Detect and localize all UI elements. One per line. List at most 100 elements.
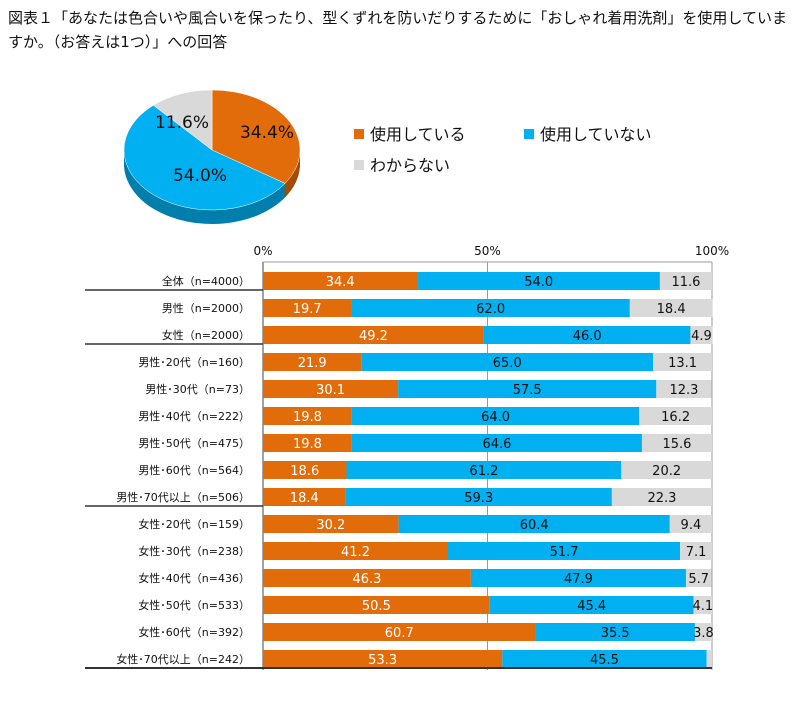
bar-segment	[706, 650, 712, 668]
bar-segment	[694, 623, 712, 641]
bar-segment	[263, 461, 347, 479]
bar-value-label: 20.2	[652, 464, 681, 479]
category-label: 女性･40代（n=436）	[138, 571, 250, 585]
bar-segment	[656, 380, 712, 398]
category-label: 女性（n=2000）	[162, 328, 250, 342]
bar-segment	[263, 380, 399, 398]
bar-segment	[680, 542, 712, 560]
figure-title: 図表１「あなたは色合いや風合いを保ったり、型くずれを防いだりするために「おしゃれ…	[8, 9, 787, 51]
bar-value-label: 65.0	[493, 356, 522, 371]
category-label: 男性･20代（n=160）	[138, 355, 250, 369]
bar-value-label: 45.5	[590, 653, 619, 668]
bar-value-label: 11.6	[671, 275, 700, 290]
bar-value-label: 64.0	[481, 410, 510, 425]
category-label: 男性･50代（n=475）	[138, 436, 250, 450]
bar-segment	[535, 623, 695, 641]
bar-segment	[361, 353, 654, 371]
bar-value-label: 5.7	[688, 572, 709, 587]
bar-value-label: 51.7	[550, 545, 579, 560]
category-label: 女性･20代（n=159）	[138, 517, 250, 531]
bar-segment	[611, 488, 712, 506]
pie-label: 34.4%	[240, 123, 294, 143]
pie-label: 11.6%	[155, 113, 209, 133]
bar-value-label: 34.4	[326, 275, 355, 290]
bar-value-label: 21.9	[298, 356, 327, 371]
bar-value-label: 19.7	[293, 302, 322, 317]
bar-segment	[263, 299, 352, 317]
x-tick-label: 0%	[253, 244, 272, 258]
bar-segment	[685, 569, 712, 587]
pie-slice	[152, 89, 213, 151]
bar-segment	[641, 434, 712, 452]
bar-value-label: 50.5	[362, 599, 391, 614]
bar-value-label: 57.5	[513, 383, 542, 398]
bar-value-label: 9.4	[681, 518, 702, 533]
bar-segment	[690, 326, 713, 344]
bar-segment	[669, 515, 712, 533]
bar-segment	[263, 569, 471, 587]
bar-value-label: 60.4	[520, 518, 549, 533]
legend-label: わからない	[370, 156, 450, 175]
category-label: 男性･60代（n=564）	[138, 463, 250, 477]
bar-value-label: 30.2	[316, 518, 345, 533]
category-label: 男性（n=2000）	[162, 301, 250, 315]
bar-value-label: 12.3	[669, 383, 698, 398]
bar-value-label: 19.8	[293, 410, 322, 425]
bar-segment	[693, 596, 712, 614]
pie-label: 54.0%	[173, 166, 227, 186]
bar-value-label: 35.5	[601, 626, 630, 641]
bar-segment	[263, 623, 536, 641]
x-tick-label: 100%	[695, 244, 729, 258]
category-label: 男性･70代以上（n=506）	[116, 490, 250, 504]
bar-segment	[346, 461, 622, 479]
bar-segment	[470, 569, 686, 587]
bar-segment	[502, 650, 707, 668]
bar-value-label: 41.2	[341, 545, 370, 560]
bar-segment	[263, 353, 362, 371]
bar-value-label: 7.1	[686, 545, 707, 560]
legend-label: 使用している	[370, 125, 466, 144]
category-label: 男性･30代（n=73）	[145, 382, 250, 396]
category-label: 女性･60代（n=392）	[138, 625, 250, 639]
bar-value-label: 49.2	[359, 329, 388, 344]
x-tick-label: 50%	[474, 244, 501, 258]
bar-segment	[483, 326, 691, 344]
bar-segment	[351, 299, 630, 317]
bar-value-label: 47.9	[564, 572, 593, 587]
bar-value-label: 22.3	[647, 491, 676, 506]
bar-segment	[653, 353, 712, 371]
bar-segment	[263, 407, 352, 425]
bar-value-label: 60.7	[385, 626, 414, 641]
bar-value-label: 18.4	[290, 491, 319, 506]
bar-segment	[263, 515, 399, 533]
bar-value-label: 16.2	[661, 410, 690, 425]
pie-slice	[123, 104, 286, 211]
legend-swatch	[524, 129, 534, 139]
bar-segment	[489, 596, 694, 614]
bar-value-label: 53.3	[368, 653, 397, 668]
bar-value-label: 46.3	[352, 572, 381, 587]
pie-slice	[211, 89, 301, 184]
bar-value-label: 59.3	[464, 491, 493, 506]
bar-value-label: 62.0	[476, 302, 505, 317]
bar-value-label: 54.0	[524, 275, 553, 290]
category-label: 男性･40代（n=222）	[138, 409, 250, 423]
bar-segment	[263, 542, 448, 560]
bar-segment	[639, 407, 712, 425]
bar-value-label: 4.1	[692, 599, 713, 614]
legend-swatch	[354, 129, 364, 139]
bar-value-label: 3.8	[693, 626, 714, 641]
legend-label: 使用していない	[540, 125, 652, 144]
bar-segment	[345, 488, 612, 506]
bar-segment	[263, 596, 490, 614]
bar-value-label: 45.4	[577, 599, 606, 614]
bar-segment	[398, 515, 670, 533]
bar-value-label: 64.6	[482, 437, 511, 452]
bar-value-label: 19.8	[293, 437, 322, 452]
category-label: 女性･50代（n=533）	[138, 598, 250, 612]
bar-segment	[659, 272, 712, 290]
bar-segment	[351, 434, 642, 452]
bar-value-label: 30.1	[316, 383, 345, 398]
